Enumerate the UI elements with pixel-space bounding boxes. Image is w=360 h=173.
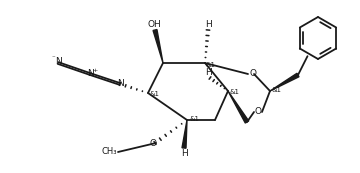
Text: &1: &1 — [272, 87, 282, 93]
Text: N: N — [56, 57, 62, 66]
Polygon shape — [182, 120, 187, 148]
Text: H: H — [181, 149, 187, 158]
Text: O: O — [149, 139, 156, 148]
Text: H: H — [204, 20, 211, 29]
Polygon shape — [153, 30, 163, 63]
Text: N: N — [118, 79, 124, 88]
Text: &1: &1 — [206, 62, 216, 68]
Text: CH₃: CH₃ — [102, 148, 117, 157]
Polygon shape — [228, 91, 249, 123]
Text: &1: &1 — [150, 91, 160, 97]
Text: H: H — [206, 68, 212, 77]
Text: &1: &1 — [229, 89, 239, 95]
Text: ⁻: ⁻ — [51, 55, 55, 61]
Text: &1: &1 — [189, 116, 199, 122]
Polygon shape — [270, 73, 299, 91]
Text: OH: OH — [147, 20, 161, 29]
Text: O: O — [250, 69, 257, 78]
Text: O: O — [255, 107, 261, 116]
Text: +: + — [93, 67, 98, 72]
Text: N: N — [87, 69, 94, 78]
